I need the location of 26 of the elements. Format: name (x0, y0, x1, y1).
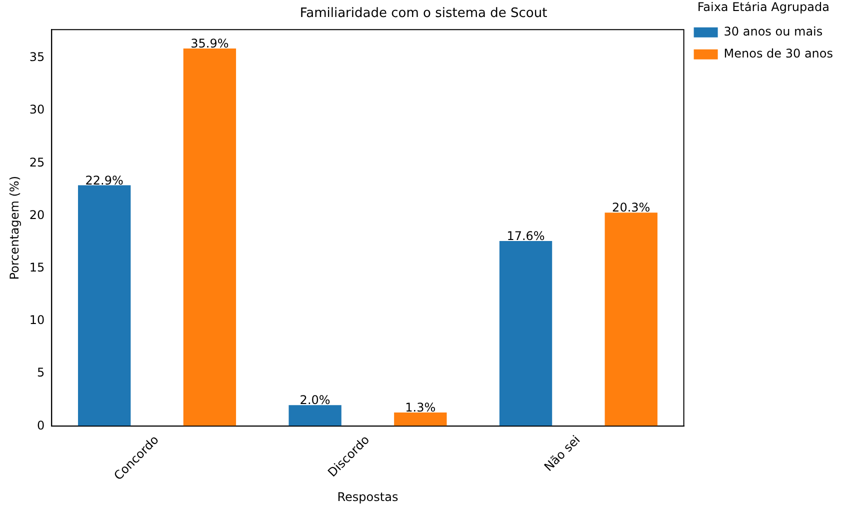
y-tick-label: 5 (37, 366, 45, 380)
bar (394, 412, 447, 426)
data-label: 20.3% (612, 200, 650, 215)
y-tick-label: 20 (29, 208, 45, 222)
data-label: 1.3% (405, 400, 436, 415)
bar (78, 185, 131, 426)
y-tick-label: 35 (29, 50, 45, 64)
bar (183, 48, 236, 426)
data-label: 2.0% (300, 393, 330, 408)
y-tick-label: 0 (37, 418, 45, 432)
chart-title: Familiaridade com o sistema de Scout (300, 6, 548, 22)
data-label: 17.6% (506, 229, 545, 244)
bar (499, 241, 552, 426)
bar (288, 405, 342, 426)
data-label: 35.9% (190, 36, 229, 51)
y-tick-label: 25 (29, 155, 45, 170)
bar (604, 212, 658, 426)
y-axis-title: Porcentagem (%) (7, 176, 22, 280)
x-axis-title: Respostas (337, 490, 398, 504)
data-label: 22.9% (85, 173, 124, 188)
legend-label: 30 anos ou mais (724, 24, 823, 39)
x-tick-label: Não sei (541, 432, 583, 474)
legend-label: Menos de 30 anos (724, 46, 833, 61)
y-tick-label: 10 (29, 313, 45, 328)
y-tick-label: 15 (29, 260, 45, 274)
y-tick-label: 30 (29, 102, 45, 117)
